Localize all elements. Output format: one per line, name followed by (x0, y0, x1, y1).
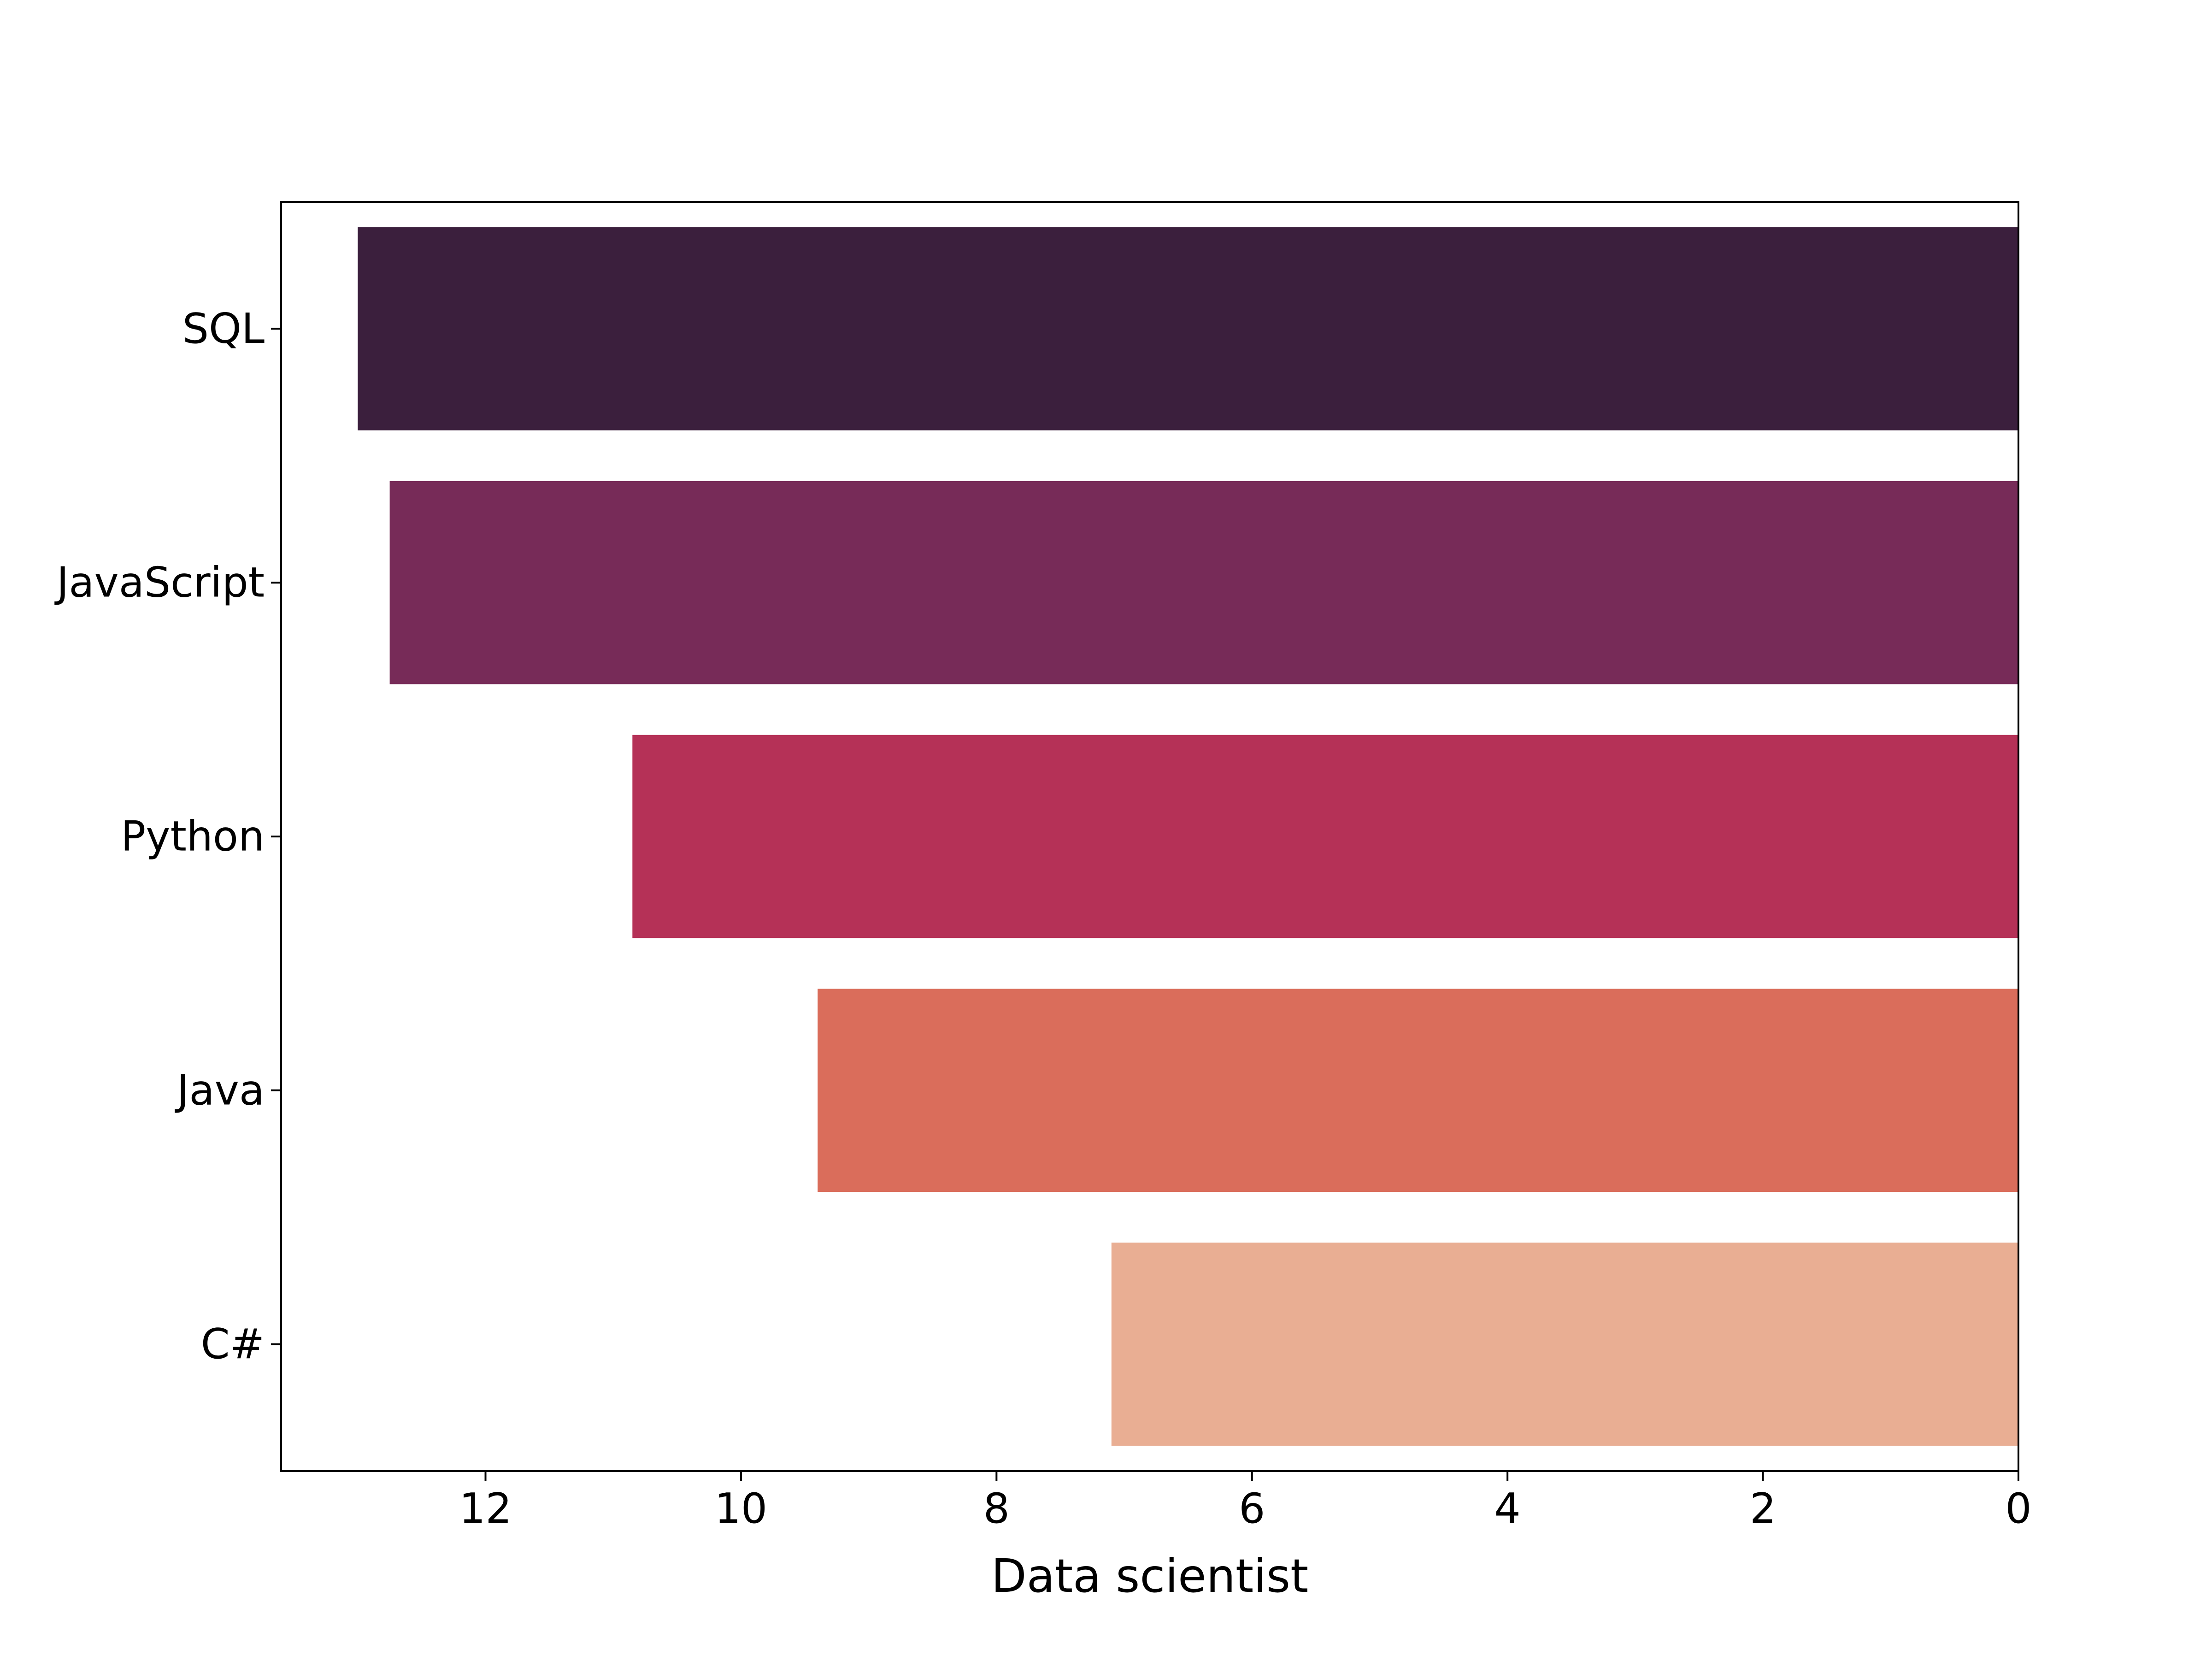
x-tick-label: 2 (1750, 1484, 1776, 1533)
x-tick-label: 8 (983, 1484, 1010, 1533)
bar-python (632, 735, 2018, 938)
x-tick-label: 4 (1494, 1484, 1521, 1533)
y-tick-label: Python (121, 813, 265, 861)
bar-java (818, 989, 2018, 1192)
x-tick-label: 6 (1239, 1484, 1265, 1533)
x-axis-label: Data scientist (991, 1549, 1309, 1603)
y-tick-label: SQL (182, 305, 265, 353)
y-axis: SQL JavaScript Python Java C# (54, 305, 281, 1368)
y-tick-label: Java (175, 1066, 265, 1114)
plot-frame (280, 201, 2019, 1472)
y-tick-label: JavaScript (54, 559, 265, 607)
x-axis: 0 2 4 6 8 10 12 (459, 1471, 2032, 1533)
bar-javascript (389, 481, 2018, 684)
x-tick-label: 10 (715, 1484, 768, 1533)
x-tick-label: 12 (459, 1484, 512, 1533)
bars (358, 227, 2019, 1446)
bar-c- (1111, 1243, 2018, 1446)
x-tick-label: 0 (2005, 1484, 2031, 1533)
bar-sql (358, 227, 2019, 430)
y-tick-label: C# (201, 1320, 265, 1368)
